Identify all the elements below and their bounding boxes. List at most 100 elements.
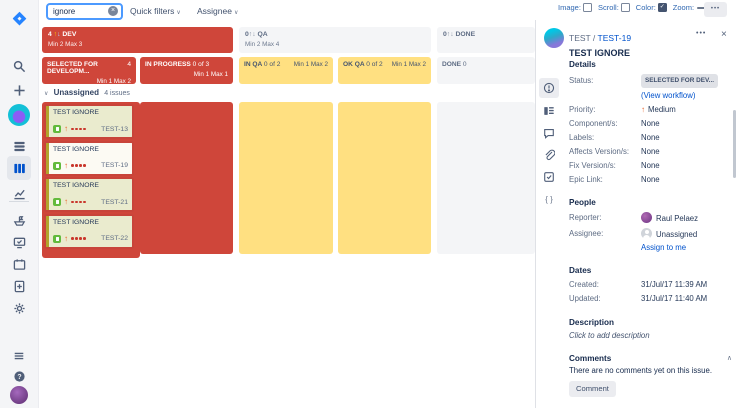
column-group-qa: 0↑↓ QA Min 2 Max 4 bbox=[239, 27, 431, 53]
attachments-tab-icon[interactable] bbox=[539, 145, 559, 165]
comments-tab-icon[interactable] bbox=[539, 123, 559, 143]
scroll-checkbox[interactable] bbox=[620, 3, 630, 12]
quick-filters-dropdown[interactable]: Quick filters ∨ bbox=[130, 6, 181, 16]
story-type-icon bbox=[53, 234, 61, 243]
card-title: TEST IGNORE bbox=[53, 218, 99, 226]
column-selected-for-development: TEST IGNORE ↑ TEST-13 TEST IGNORE ↑ TEST-1… bbox=[42, 102, 140, 258]
issue-card[interactable]: TEST IGNORE ↑ TEST-22 bbox=[44, 213, 134, 249]
search-icon[interactable] bbox=[0, 56, 38, 76]
components-label: Component/s: bbox=[569, 119, 618, 128]
group-title: DEV bbox=[62, 31, 77, 38]
labels-value: None bbox=[641, 133, 660, 142]
column-title: DONE bbox=[442, 61, 462, 68]
search-clear-icon[interactable]: × bbox=[108, 6, 118, 16]
affects-version-value: None bbox=[641, 147, 660, 156]
assignee-dropdown[interactable]: Assignee ∨ bbox=[197, 6, 239, 16]
card-color-stripe bbox=[46, 142, 49, 174]
reporter-name[interactable]: Raul Pelaez bbox=[656, 214, 699, 223]
releases-icon[interactable] bbox=[0, 210, 38, 230]
comment-button[interactable]: Comment bbox=[569, 381, 616, 397]
swimlane-count: 4 issues bbox=[104, 90, 130, 97]
card-key: TEST-19 bbox=[101, 162, 128, 169]
issue-card[interactable]: TEST IGNORE ↑ TEST-21 bbox=[44, 177, 134, 212]
svg-text:?: ? bbox=[17, 373, 21, 380]
column-ok-qa bbox=[338, 102, 431, 254]
status-button[interactable]: SELECTED FOR DEV... bbox=[641, 74, 719, 88]
collapse-comments-icon[interactable]: ∧ bbox=[726, 355, 732, 362]
group-title: DONE bbox=[455, 31, 476, 38]
image-checkbox-label: Image: bbox=[558, 3, 581, 12]
active-board-icon[interactable] bbox=[7, 156, 31, 180]
details-heading: Details bbox=[569, 60, 596, 69]
column-header-done: DONE 0 bbox=[437, 57, 535, 84]
column-minmax: Min 1 Max 1 bbox=[193, 71, 228, 78]
jira-logo-icon[interactable] bbox=[0, 8, 38, 28]
column-header-inqa: Min 1 Max 2 IN QA 0 of 2 bbox=[239, 57, 333, 84]
issue-card-selected[interactable]: TEST IGNORE ↑ TEST-19 bbox=[44, 140, 134, 176]
column-minmax: Min 1 Max 2 bbox=[96, 78, 131, 85]
column-minmax: Min 1 Max 2 bbox=[293, 61, 328, 68]
breadcrumb-project: TEST / bbox=[569, 33, 596, 43]
assign-to-me-link[interactable]: Assign to me bbox=[641, 243, 687, 252]
menu-icon[interactable] bbox=[0, 346, 38, 366]
panel-scrollbar[interactable] bbox=[733, 110, 736, 178]
settings-icon[interactable] bbox=[0, 298, 38, 318]
details-tab-icon[interactable] bbox=[539, 78, 559, 98]
reports-icon[interactable] bbox=[0, 183, 38, 203]
project-avatar[interactable] bbox=[8, 104, 30, 126]
components-icon[interactable] bbox=[0, 254, 38, 274]
card-title: TEST IGNORE bbox=[53, 145, 99, 153]
backlog-icon[interactable] bbox=[0, 136, 38, 156]
issues-icon[interactable] bbox=[0, 232, 38, 252]
checklist-tab-icon[interactable] bbox=[539, 167, 559, 187]
breadcrumb: TEST / TEST-19 bbox=[569, 33, 631, 43]
help-icon[interactable]: ? bbox=[0, 366, 38, 386]
priority-medium-icon: ↑ bbox=[641, 105, 645, 114]
days-in-column-dots bbox=[71, 127, 86, 131]
board-more-button[interactable]: ••• bbox=[704, 2, 727, 17]
arrow-down-icon: ↓ bbox=[57, 31, 61, 38]
pages-icon[interactable] bbox=[0, 276, 38, 296]
days-in-column-dots bbox=[71, 237, 86, 240]
view-workflow-link[interactable]: (View workflow) bbox=[641, 91, 696, 100]
create-icon[interactable] bbox=[0, 80, 38, 100]
chevron-down-icon: ∨ bbox=[44, 91, 49, 97]
code-tab-icon[interactable]: { } bbox=[545, 194, 553, 204]
arrow-down-icon: ↓ bbox=[450, 31, 454, 38]
group-minmax: Min 2 Max 4 bbox=[245, 41, 280, 48]
card-title: TEST IGNORE bbox=[53, 182, 99, 189]
updated-label: Updated: bbox=[569, 294, 601, 303]
panel-content: Details Status: SELECTED FOR DEV... (Vie… bbox=[569, 60, 732, 408]
created-label: Created: bbox=[569, 280, 599, 289]
people-heading: People bbox=[569, 198, 596, 207]
days-in-column-dots bbox=[71, 200, 86, 204]
board-search-input[interactable] bbox=[46, 3, 123, 20]
description-tab-icon[interactable] bbox=[539, 101, 559, 121]
arrow-down-icon: ↓ bbox=[252, 31, 256, 38]
labels-label: Labels: bbox=[569, 133, 595, 142]
dates-heading: Dates bbox=[569, 266, 592, 275]
components-value: None bbox=[641, 119, 660, 128]
color-checkbox[interactable]: ✓ bbox=[657, 3, 667, 12]
issue-card[interactable]: TEST IGNORE ↑ TEST-13 bbox=[44, 104, 134, 139]
epic-link-label: Epic Link: bbox=[569, 175, 603, 184]
column-title: OK QA bbox=[343, 61, 365, 68]
column-header-selected: 4 SELECTED FOR DEVELOPM... Min 1 Max 2 bbox=[42, 57, 136, 85]
close-icon[interactable]: × bbox=[721, 29, 727, 40]
panel-more-button[interactable]: ••• bbox=[696, 30, 707, 37]
arrow-up-icon: ↑ bbox=[446, 31, 451, 38]
user-avatar[interactable] bbox=[10, 386, 28, 404]
description-placeholder[interactable]: Click to add description bbox=[569, 331, 650, 340]
image-checkbox[interactable] bbox=[582, 3, 592, 12]
view-controls: Image: Scroll: Color: ✓ Zoom: bbox=[558, 3, 727, 12]
unassigned-avatar bbox=[641, 228, 652, 239]
breadcrumb-issue-link[interactable]: TEST-19 bbox=[597, 33, 632, 43]
column-title: IN QA bbox=[244, 61, 263, 68]
updated-value: 31/Jul/17 11:40 AM bbox=[641, 294, 708, 303]
swimlane-unassigned[interactable]: ∨ Unassigned 4 issues bbox=[44, 88, 130, 97]
fix-version-value: None bbox=[641, 161, 660, 170]
sidebar-divider bbox=[9, 201, 29, 202]
priority-label: Priority: bbox=[569, 105, 596, 114]
assignee-label: Assignee: bbox=[569, 229, 604, 238]
